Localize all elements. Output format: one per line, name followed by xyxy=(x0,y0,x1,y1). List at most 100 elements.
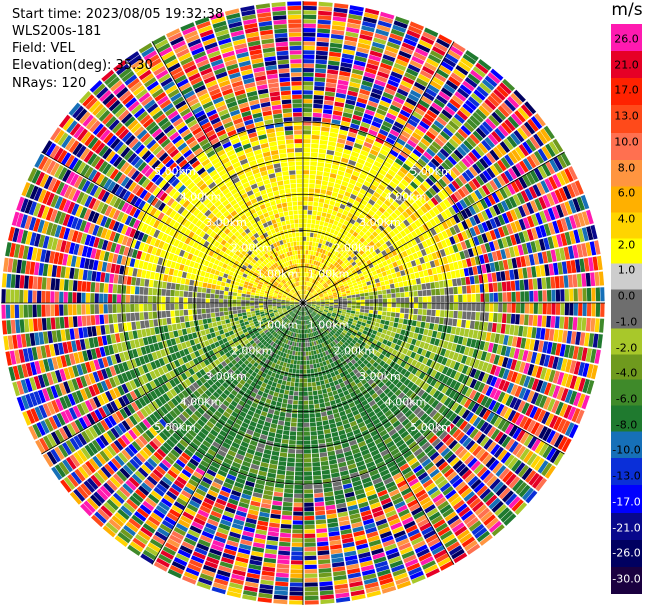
velocity-gate xyxy=(362,246,368,253)
velocity-gate xyxy=(422,91,435,102)
velocity-gate xyxy=(461,319,466,328)
velocity-gate xyxy=(446,102,459,113)
velocity-gate xyxy=(357,97,368,105)
velocity-gate xyxy=(478,124,490,136)
velocity-gate xyxy=(303,99,313,104)
velocity-gate xyxy=(387,215,395,223)
velocity-gate xyxy=(328,141,337,147)
velocity-gate xyxy=(484,283,489,293)
velocity-gate xyxy=(329,283,334,288)
velocity-gate xyxy=(361,145,371,153)
velocity-gate xyxy=(331,164,339,170)
velocity-gate xyxy=(332,187,340,193)
velocity-gate xyxy=(347,264,353,269)
velocity-gate xyxy=(380,319,386,325)
velocity-gate xyxy=(530,116,543,130)
velocity-gate xyxy=(305,276,307,281)
velocity-gate xyxy=(306,297,310,300)
velocity-gate xyxy=(462,285,467,294)
velocity-gate xyxy=(274,437,282,443)
velocity-gate xyxy=(322,275,327,280)
velocity-gate xyxy=(303,351,306,356)
velocity-gate xyxy=(365,191,373,199)
velocity-gate xyxy=(360,309,365,313)
velocity-gate xyxy=(428,54,442,64)
velocity-gate xyxy=(361,25,375,33)
velocity-gate xyxy=(282,501,293,507)
velocity-gate xyxy=(465,50,479,62)
velocity-gate xyxy=(526,266,533,278)
velocity-gate xyxy=(595,303,601,317)
velocity-gate xyxy=(451,41,466,53)
velocity-gate xyxy=(440,211,449,220)
velocity-gate xyxy=(322,420,329,426)
velocity-gate xyxy=(405,97,417,107)
velocity-gate xyxy=(392,161,402,170)
velocity-gate xyxy=(415,47,429,57)
velocity-gate xyxy=(378,16,394,24)
velocity-gate xyxy=(298,405,303,410)
velocity-gate xyxy=(318,284,323,288)
velocity-gate xyxy=(321,263,325,269)
velocity-gate xyxy=(355,266,361,272)
velocity-gate xyxy=(406,241,414,248)
velocity-gate xyxy=(401,42,416,51)
velocity-gate xyxy=(317,277,321,282)
velocity-gate xyxy=(456,146,467,157)
velocity-gate xyxy=(304,276,306,281)
velocity-gate xyxy=(385,284,391,290)
velocity-gate xyxy=(379,100,391,108)
velocity-gate xyxy=(336,279,341,283)
velocity-gate xyxy=(325,87,336,93)
velocity-gate xyxy=(424,322,430,329)
velocity-gate xyxy=(438,91,451,101)
velocity-gate xyxy=(470,192,479,202)
velocity-gate xyxy=(403,243,410,250)
velocity-gate xyxy=(370,257,376,263)
velocity-gate xyxy=(331,25,345,31)
velocity-gate xyxy=(330,127,339,134)
velocity-gate xyxy=(447,318,453,326)
velocity-gate xyxy=(410,181,419,190)
velocity-gate xyxy=(522,174,532,187)
velocity-gate xyxy=(331,244,336,249)
velocity-gate xyxy=(417,290,423,297)
velocity-gate xyxy=(316,233,321,239)
velocity-gate xyxy=(578,303,583,316)
velocity-gate xyxy=(315,519,327,525)
velocity-gate xyxy=(428,187,437,196)
velocity-gate xyxy=(311,448,319,454)
velocity-gate xyxy=(545,143,556,158)
velocity-gate xyxy=(325,383,331,389)
velocity-gate xyxy=(512,194,522,206)
velocity-gate xyxy=(412,165,421,174)
velocity-gate xyxy=(323,245,328,251)
velocity-gate xyxy=(329,173,337,179)
velocity-gate xyxy=(316,523,327,529)
velocity-gate xyxy=(386,112,397,121)
velocity-gate xyxy=(489,206,497,217)
velocity-gate xyxy=(328,455,337,461)
velocity-gate xyxy=(376,199,384,206)
velocity-gate xyxy=(284,421,291,427)
velocity-gate xyxy=(537,148,548,162)
velocity-gate xyxy=(527,118,539,132)
velocity-gate xyxy=(385,173,394,181)
velocity-gate xyxy=(312,255,316,260)
velocity-gate xyxy=(486,167,496,179)
velocity-gate xyxy=(392,67,405,76)
velocity-gate xyxy=(359,243,366,250)
velocity-gate xyxy=(342,305,347,308)
velocity-gate xyxy=(317,24,331,29)
velocity-gate xyxy=(478,105,490,117)
velocity-gate xyxy=(417,73,431,83)
velocity-gate xyxy=(407,233,414,241)
velocity-gate xyxy=(407,93,420,103)
velocity-gate xyxy=(324,496,335,502)
velocity-gate xyxy=(323,487,333,493)
velocity-gate xyxy=(407,118,418,128)
velocity-gate xyxy=(331,249,337,255)
velocity-gate xyxy=(332,254,337,260)
velocity-gate xyxy=(454,91,467,102)
velocity-gate xyxy=(485,208,493,219)
